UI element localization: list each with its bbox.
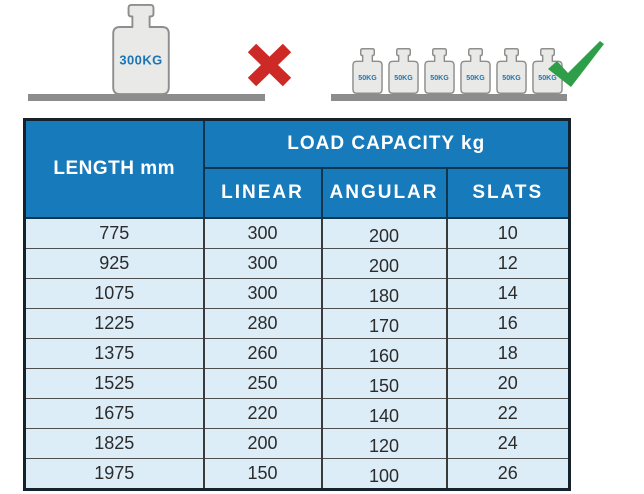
slats-cell: 18: [445, 338, 571, 369]
linear-cell: 250: [202, 368, 323, 399]
linear-cell: 220: [202, 398, 323, 429]
weight-50kg-icon: 50KG: [388, 47, 419, 95]
length-cell: 1075: [23, 278, 205, 309]
angular-cell: 120: [320, 428, 448, 459]
linear-column-header: LINEAR: [202, 167, 323, 219]
weight-50kg-label: 50KG: [358, 75, 377, 82]
length-column-header: LENGTH mm: [23, 118, 205, 219]
table-row: 1825 200 120 24: [23, 428, 571, 459]
linear-cell: 300: [202, 248, 323, 279]
angular-cell: 150: [320, 368, 448, 399]
length-cell: 1825: [23, 428, 205, 459]
angular-cell: 200: [320, 217, 448, 249]
angular-cell: 200: [320, 248, 448, 279]
cross-icon: [247, 43, 292, 87]
shelf-bar-right: [331, 94, 567, 101]
table-row: 1675 220 140 22: [23, 398, 571, 429]
table-row: 1975 150 100 26: [23, 458, 571, 490]
linear-cell: 300: [202, 217, 323, 249]
weight-50kg-icon: 50KG: [424, 47, 455, 95]
slats-cell: 24: [445, 428, 571, 459]
weight-300kg-label: 300KG: [119, 52, 162, 67]
length-cell: 1375: [23, 338, 205, 369]
length-cell: 925: [23, 248, 205, 279]
table-row: 775 300 200 10: [23, 217, 571, 249]
length-cell: 1525: [23, 368, 205, 399]
linear-cell: 280: [202, 308, 323, 339]
weight-50kg-label: 50KG: [538, 75, 557, 82]
slats-cell: 16: [445, 308, 571, 339]
table-row: 1375 260 160 18: [23, 338, 571, 369]
check-icon: [548, 41, 604, 87]
slats-cell: 10: [445, 217, 571, 249]
load-capacity-table: LENGTH mm LOAD CAPACITY kg LINEAR ANGULA…: [23, 118, 572, 491]
linear-cell: 150: [202, 458, 323, 490]
angular-cell: 170: [320, 308, 448, 339]
linear-cell: 200: [202, 428, 323, 459]
angular-cell: 160: [320, 338, 448, 369]
slats-column-header: SLATS: [445, 167, 571, 219]
weight-50kg-icon: 50KG: [532, 47, 563, 95]
slats-cell: 22: [445, 398, 571, 429]
table-row: 1525 250 150 20: [23, 368, 571, 399]
angular-column-header: ANGULAR: [320, 167, 448, 219]
table-row: 925 300 200 12: [23, 248, 571, 279]
weight-300kg-icon: 300KG: [112, 4, 170, 95]
table-row: 1075 300 180 14: [23, 278, 571, 309]
angular-cell: 180: [320, 278, 448, 309]
weight-50kg-icon: 50KG: [496, 47, 527, 95]
weight-50kg-label: 50KG: [430, 75, 449, 82]
weight-50kg-icon: 50KG: [460, 47, 491, 95]
linear-cell: 260: [202, 338, 323, 369]
weight-50kg-icon: 50KG: [352, 47, 383, 95]
slats-cell: 12: [445, 248, 571, 279]
slats-cell: 26: [445, 458, 571, 490]
small-weights-group: 50KG 50KG 50KG 50KG 50KG 50KG: [352, 47, 563, 95]
length-cell: 775: [23, 217, 205, 249]
shelf-bar-left: [28, 94, 265, 101]
angular-cell: 100: [320, 458, 448, 490]
length-cell: 1225: [23, 308, 205, 339]
slats-cell: 20: [445, 368, 571, 399]
linear-cell: 300: [202, 278, 323, 309]
length-cell: 1675: [23, 398, 205, 429]
weight-50kg-label: 50KG: [502, 75, 521, 82]
length-cell: 1975: [23, 458, 205, 490]
angular-cell: 140: [320, 398, 448, 429]
load-capacity-header: LOAD CAPACITY kg: [202, 118, 571, 169]
table-row: 1225 280 170 16: [23, 308, 571, 339]
weight-50kg-label: 50KG: [466, 75, 485, 82]
weight-50kg-label: 50KG: [394, 75, 413, 82]
slats-cell: 14: [445, 278, 571, 309]
